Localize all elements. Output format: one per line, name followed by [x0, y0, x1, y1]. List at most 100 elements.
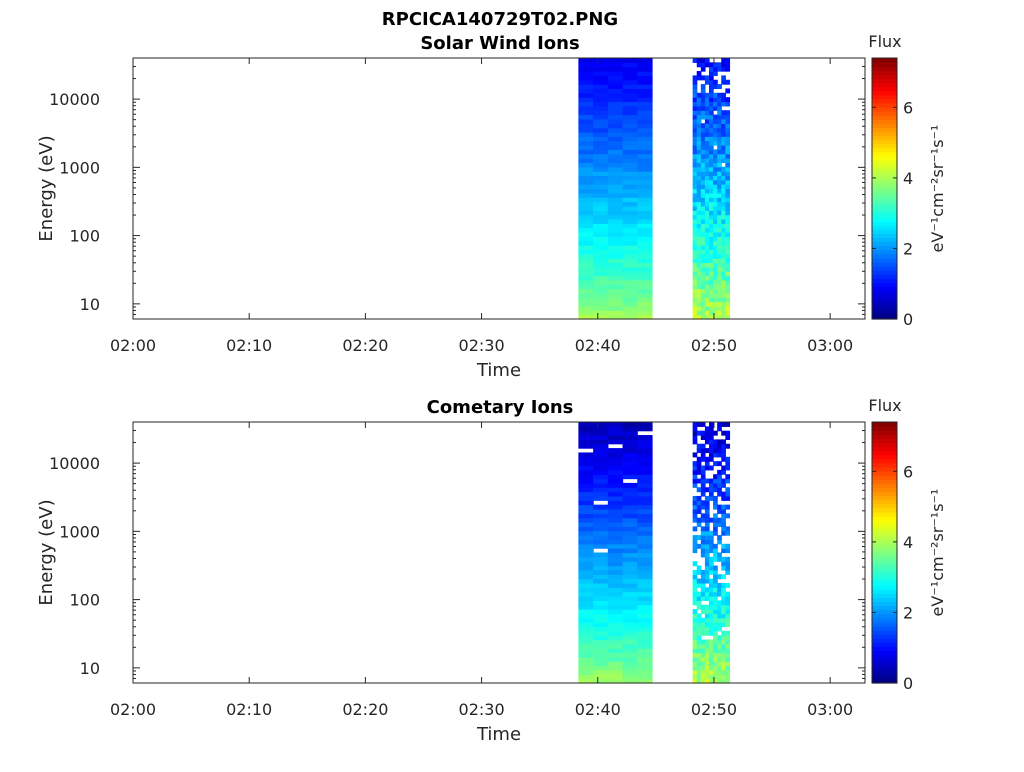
heatmap-cell — [700, 478, 706, 484]
colorbar-segment — [872, 629, 897, 635]
heatmap-cell — [704, 245, 710, 250]
heatmap-cell — [717, 197, 722, 203]
heatmap-cell — [704, 232, 710, 237]
heatmap-cell — [593, 530, 609, 536]
heatmap-cell — [637, 310, 653, 316]
heatmap-cell — [721, 652, 726, 658]
heatmap-cell — [696, 314, 702, 320]
heatmap-cell — [700, 639, 706, 645]
figure-file-title: RPCICA140729T02.PNG — [382, 9, 618, 30]
heatmap-cell — [709, 430, 714, 436]
heatmap-cell — [713, 71, 718, 76]
heatmap-cell — [692, 97, 698, 103]
heatmap-cell — [725, 504, 731, 510]
heatmap-cell — [725, 171, 731, 177]
heatmap-cell — [725, 145, 731, 150]
heatmap-cell — [725, 232, 731, 237]
heatmap-cell — [692, 439, 698, 445]
heatmap-cell — [700, 482, 706, 488]
heatmap-cell — [607, 201, 624, 207]
heatmap-cell — [704, 131, 710, 137]
heatmap-cell — [725, 192, 731, 198]
heatmap-cell — [622, 271, 638, 277]
heatmap-cell — [637, 674, 653, 680]
heatmap-cell — [607, 656, 624, 662]
colorbar-segment — [872, 286, 897, 292]
heatmap-cell — [700, 500, 706, 506]
heatmap-cell — [637, 292, 653, 298]
heatmap-cell — [593, 578, 609, 584]
heatmap-cell — [696, 292, 702, 298]
heatmap-cell — [622, 205, 638, 211]
heatmap-cell — [700, 232, 706, 237]
heatmap-cell — [593, 266, 609, 272]
heatmap-cell — [607, 552, 624, 558]
heatmap-cell — [721, 110, 726, 116]
heatmap-cell — [593, 465, 609, 471]
heatmap-cell — [692, 127, 698, 133]
heatmap-cell — [637, 249, 653, 255]
heatmap-cell — [696, 188, 702, 194]
heatmap-cell — [713, 266, 718, 272]
heatmap-cell — [721, 158, 726, 163]
heatmap-cell — [700, 430, 706, 436]
heatmap-cell — [717, 227, 722, 233]
heatmap-cell — [622, 500, 638, 506]
heatmap-cell — [704, 145, 710, 150]
colorbar-segment — [872, 82, 897, 88]
colorbar-segment — [872, 102, 897, 108]
heatmap-cell — [721, 548, 726, 554]
heatmap-cell — [696, 522, 702, 527]
colorbar-segment — [872, 274, 897, 279]
colorbar-segment — [872, 58, 897, 63]
heatmap-cell — [713, 236, 718, 242]
heatmap-cell — [704, 236, 710, 242]
heatmap-cell — [721, 609, 726, 614]
heatmap-cell — [637, 587, 653, 593]
heatmap-cell — [725, 556, 731, 562]
heatmap-cell — [593, 582, 609, 588]
heatmap-cell — [593, 669, 609, 675]
heatmap-cell — [704, 669, 710, 675]
heatmap-cell — [692, 236, 698, 242]
y-tick-label: 1000 — [59, 522, 100, 541]
heatmap-cell — [637, 661, 653, 667]
heatmap-cell — [721, 582, 726, 588]
heatmap-cell — [725, 630, 731, 636]
heatmap-cell — [717, 305, 722, 311]
heatmap-cell — [725, 201, 731, 207]
heatmap-cell — [637, 145, 653, 150]
heatmap-cell — [692, 58, 698, 63]
heatmap-cell — [709, 240, 714, 246]
heatmap-cell — [721, 643, 726, 649]
heatmap-cell — [696, 114, 702, 120]
heatmap-cell — [593, 140, 609, 146]
heatmap-cell — [696, 149, 702, 155]
heatmap-cell — [713, 253, 718, 259]
x-tick-label: 03:00 — [807, 700, 853, 719]
heatmap-cell — [713, 149, 718, 155]
heatmap-cell — [700, 266, 706, 272]
heatmap-cell — [607, 465, 624, 471]
heatmap-cell — [607, 526, 624, 532]
heatmap-cell — [607, 509, 624, 514]
heatmap-cells — [578, 422, 731, 684]
heatmap-cell — [692, 652, 698, 658]
heatmap-cell — [578, 205, 594, 211]
heatmap-cell — [700, 648, 706, 654]
colorbar-segment — [872, 609, 897, 615]
heatmap-cell — [713, 101, 718, 107]
heatmap-cell — [622, 253, 638, 259]
colorbar-segment — [872, 294, 897, 300]
heatmap-cell — [692, 123, 698, 129]
heatmap-cell — [622, 530, 638, 536]
heatmap-cell — [692, 500, 698, 506]
heatmap-cell — [696, 635, 702, 641]
heatmap-cell — [725, 114, 731, 120]
heatmap-cell — [709, 310, 714, 316]
heatmap-cell — [713, 600, 718, 606]
heatmap-cell — [696, 639, 702, 645]
heatmap-cell — [692, 214, 698, 220]
heatmap-cell — [709, 587, 714, 593]
heatmap-cell — [704, 201, 710, 207]
